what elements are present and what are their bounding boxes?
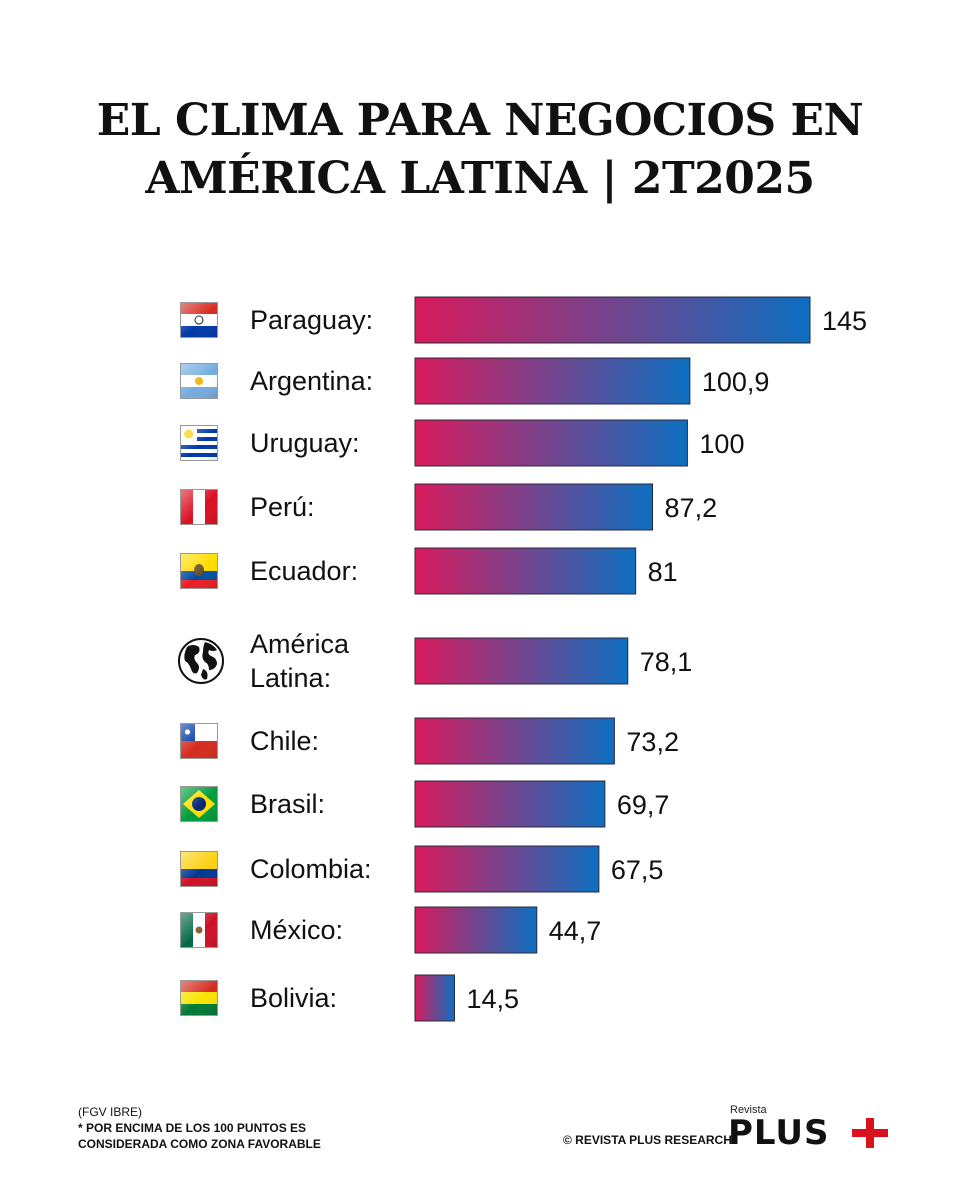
category-label: Argentina: [250, 366, 373, 396]
category-label-line: Bolivia: [250, 983, 337, 1013]
bar [414, 974, 455, 1022]
logo-cross-icon [852, 1118, 888, 1148]
value-label: 100,9 [702, 367, 770, 397]
globe-icon [178, 638, 224, 684]
bar [414, 419, 688, 467]
bar [414, 483, 654, 531]
argentina-flag-icon [180, 363, 218, 399]
bar [414, 357, 691, 405]
chile-flag-icon [180, 723, 218, 759]
copyright-credit: © REVISTA PLUS RESEARCH [563, 1133, 732, 1147]
category-label: América Latina: [250, 629, 350, 693]
value-label: 67,5 [611, 855, 664, 885]
category-label-line: Brasil: [250, 789, 325, 819]
ecuador-flag-icon [180, 553, 218, 589]
peru-flag-icon [180, 489, 218, 525]
category-label: Colombia: [250, 854, 372, 884]
category-label: Perú: [250, 492, 315, 522]
value-label: 69,7 [617, 790, 670, 820]
bar [414, 547, 637, 595]
category-label-line: Chile: [250, 726, 319, 756]
category-label-line: Uruguay: [250, 428, 360, 458]
category-label-line: Colombia: [250, 854, 372, 884]
value-label: 44,7 [549, 916, 602, 946]
bar [414, 845, 600, 893]
source-note: (FGV IBRE) [78, 1105, 143, 1119]
chart-row: Brasil: 69,7 [180, 780, 670, 828]
title-line-2: AMÉRICA LATINA | 2T2025 [145, 153, 815, 204]
bolivia-flag-icon [180, 980, 218, 1016]
category-label-line: México: [250, 915, 343, 945]
paraguay-flag-icon [180, 302, 218, 338]
category-label-line: Paraguay: [250, 305, 373, 335]
value-label: 87,2 [665, 493, 718, 523]
category-label-line: Ecuador: [250, 556, 358, 586]
chart-row: Uruguay: 100 [180, 419, 744, 467]
chart-row: México: 44,7 [180, 906, 602, 954]
chart-row: Chile: 73,2 [180, 717, 679, 765]
value-label: 100 [699, 429, 744, 459]
category-label-line: Argentina: [250, 366, 373, 396]
bar [414, 780, 606, 828]
chart-row: Paraguay: 145 [180, 296, 867, 344]
value-label: 81 [648, 557, 678, 587]
category-label: México: [250, 915, 343, 945]
bar [414, 906, 538, 954]
uruguay-flag-icon [180, 425, 218, 461]
brazil-flag-icon [180, 786, 218, 822]
value-label: 78,1 [640, 647, 693, 677]
bar [414, 296, 811, 344]
chart-title: EL CLIMA PARA NEGOCIOS EN AMÉRICA LATINA… [0, 92, 960, 208]
chart-row: Argentina: 100,9 [180, 357, 770, 405]
bar [414, 717, 615, 765]
category-label: Bolivia: [250, 983, 337, 1013]
chart-row: Perú: 87,2 [180, 483, 718, 531]
note-line-1: * POR ENCIMA DE LOS 100 PUNTOS ES [78, 1121, 307, 1135]
chart-row: Ecuador: 81 [180, 547, 678, 595]
category-label: Brasil: [250, 789, 325, 819]
category-label: Paraguay: [250, 305, 373, 335]
footer-note: (FGV IBRE) * POR ENCIMA DE LOS 100 PUNTO… [78, 1104, 321, 1152]
note-line-2: CONSIDERADA COMO ZONA FAVORABLE [78, 1137, 321, 1151]
category-label-line: América [250, 629, 350, 659]
category-label: Ecuador: [250, 556, 358, 586]
category-label-line: Latina: [250, 663, 331, 693]
colombia-flag-icon [180, 851, 218, 887]
title-line-1: EL CLIMA PARA NEGOCIOS EN [96, 95, 864, 146]
logo-revista-text: Revista [730, 1104, 767, 1116]
chart-row: Bolivia: 14,5 [180, 974, 520, 1022]
value-label: 73,2 [626, 727, 679, 757]
chart-row: América Latina: 78,1 [178, 629, 693, 693]
logo-plus-text: PLUS [728, 1113, 830, 1153]
mexico-flag-icon [180, 912, 218, 948]
category-label-line: Perú: [250, 492, 315, 522]
category-label: Chile: [250, 726, 319, 756]
category-label: Uruguay: [250, 428, 360, 458]
value-label: 14,5 [467, 984, 520, 1014]
bar [414, 637, 629, 685]
chart-row: Colombia: 67,5 [180, 845, 664, 893]
value-label: 145 [822, 306, 867, 336]
